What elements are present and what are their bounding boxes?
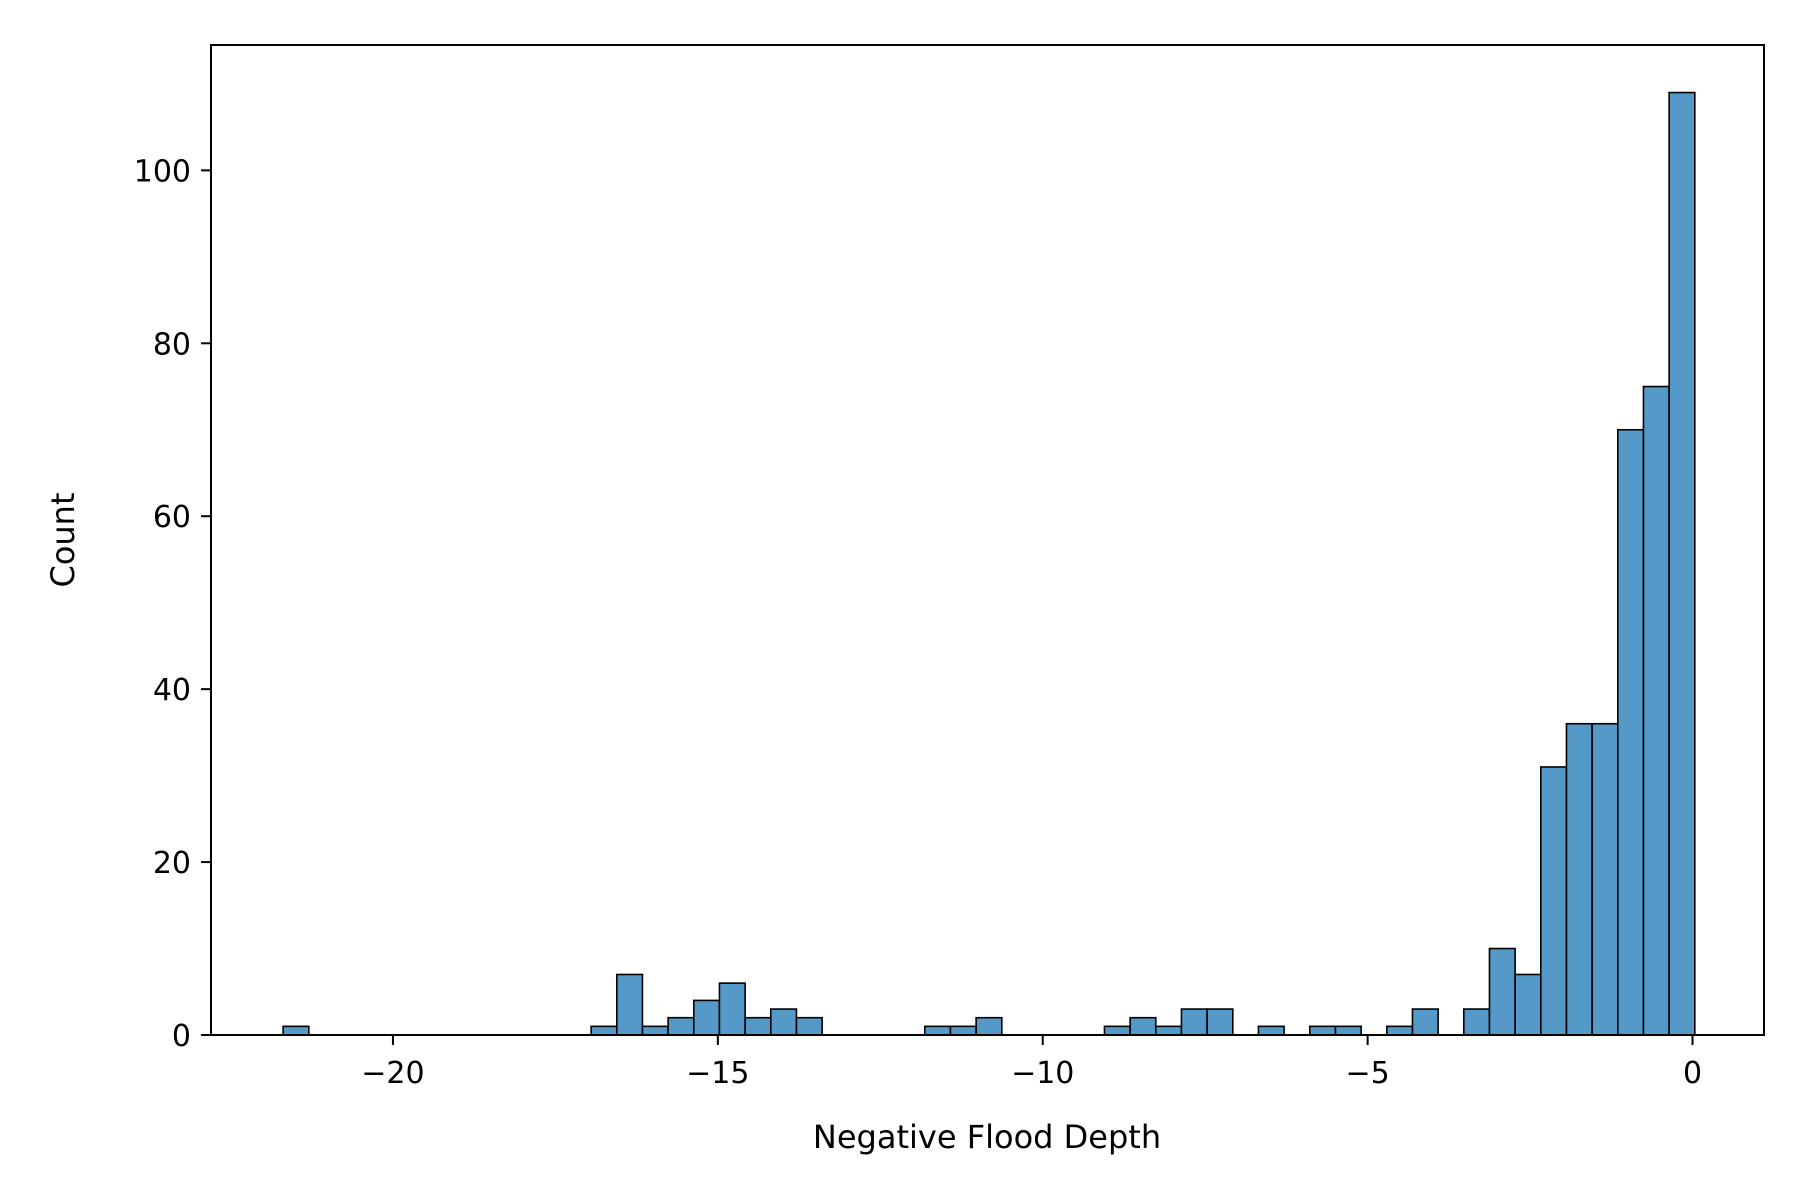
histogram-bar (282, 1025, 310, 1036)
x-tick-label: −20 (361, 1056, 424, 1091)
histogram-bar (1155, 1025, 1183, 1036)
histogram-bar (615, 973, 644, 1036)
histogram-bar (949, 1025, 977, 1036)
histogram-bar (641, 1025, 669, 1036)
y-tick-label: 100 (134, 154, 191, 189)
histogram-bar (1103, 1025, 1131, 1036)
histogram-bar (1565, 722, 1593, 1036)
histogram-bar (1309, 1025, 1337, 1036)
x-tick-label: −15 (686, 1056, 749, 1091)
histogram-bar (1642, 385, 1670, 1036)
y-tick-label: 20 (153, 846, 191, 881)
y-axis-label: Count (44, 492, 82, 587)
histogram-bar (692, 999, 721, 1036)
y-tick-label: 60 (153, 500, 191, 535)
histogram-bar (1386, 1025, 1414, 1036)
histogram-bar (1463, 1008, 1491, 1036)
plot-frame (210, 44, 1765, 1036)
bars-group (282, 91, 1696, 1036)
x-axis-label: Negative Flood Depth (813, 1118, 1161, 1156)
x-tick-label: 0 (1683, 1056, 1702, 1091)
y-axis-ticks: 0 20 40 60 80 100 (134, 154, 211, 1054)
x-axis-ticks: −20 −15 −10 −5 0 (361, 1035, 1702, 1091)
histogram-bar (923, 1025, 952, 1036)
y-tick-label: 0 (172, 1019, 191, 1054)
histogram-bar (1668, 91, 1696, 1036)
histogram-bar (769, 1008, 798, 1036)
histogram-bar (975, 1016, 1003, 1036)
histogram-bar (718, 982, 746, 1036)
histogram-bar (1411, 1008, 1439, 1036)
histogram-bar (744, 1016, 772, 1036)
y-tick-label: 80 (153, 327, 191, 362)
histogram-bar (1334, 1025, 1362, 1036)
histogram-bar (590, 1025, 618, 1036)
histogram-bar (1488, 947, 1516, 1036)
histogram-bar (667, 1016, 695, 1036)
histogram-bar (1206, 1008, 1234, 1036)
x-tick-label: −10 (1011, 1056, 1074, 1091)
histogram-bar (1591, 722, 1619, 1036)
histogram-bar (795, 1016, 823, 1036)
histogram-bar (1514, 973, 1542, 1036)
histogram-bar (1180, 1008, 1208, 1036)
histogram-bar (1540, 766, 1568, 1036)
histogram-bar (1617, 428, 1645, 1036)
x-tick-label: −5 (1346, 1056, 1390, 1091)
histogram-bar (1257, 1025, 1285, 1036)
y-tick-label: 40 (153, 673, 191, 708)
histogram-bar (1129, 1016, 1157, 1036)
